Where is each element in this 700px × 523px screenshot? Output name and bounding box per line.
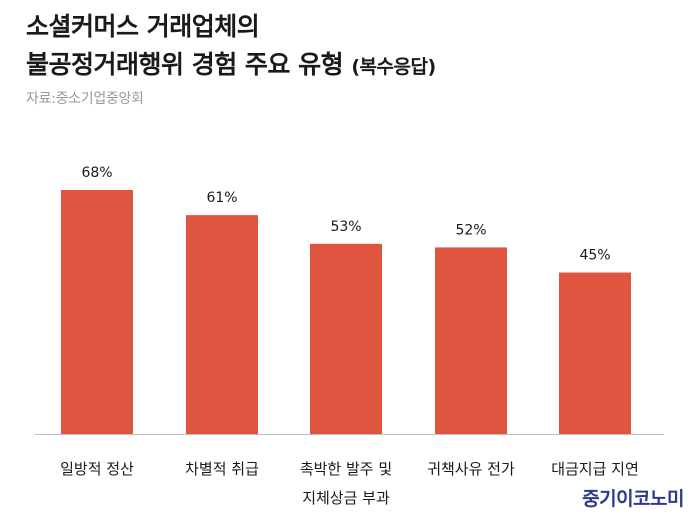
category-tick-label: 일방적 정산	[60, 460, 134, 478]
chart-title-suffix: (복수응답)	[351, 56, 436, 78]
data-label: 68%	[81, 165, 112, 181]
chart-title-line2: 불공정거래행위 경험 주요 유형 (복수응답)	[26, 46, 436, 86]
data-label: 52%	[455, 222, 486, 238]
source-note: 자료:중소기업중앙회	[26, 91, 144, 107]
category-tick-label: 촉박한 발주 및	[300, 460, 392, 478]
category-tick-label: 차별적 취급	[185, 460, 259, 478]
chart-title-line1: 소셜커머스 거래업체의	[26, 12, 260, 41]
data-label: 53%	[330, 219, 361, 235]
category-tick-label: 귀책사유 전가	[427, 460, 515, 478]
data-label: 61%	[206, 190, 237, 206]
category-tick-label: 대금지급 지연	[551, 460, 639, 478]
chart-title: 소셜커머스 거래업체의 불공정거래행위 경험 주요 유형 (복수응답)	[26, 8, 436, 86]
bar	[435, 247, 507, 434]
bar	[559, 272, 631, 434]
bar	[61, 190, 133, 434]
data-label: 45%	[579, 248, 610, 264]
bar	[310, 243, 382, 434]
brand-logo: 중기이코노미	[582, 488, 684, 510]
category-tick-label: 지체상금 부과	[302, 489, 390, 507]
bar	[186, 215, 258, 434]
chart-title-line2-main: 불공정거래행위 경험 주요 유형	[26, 50, 344, 79]
